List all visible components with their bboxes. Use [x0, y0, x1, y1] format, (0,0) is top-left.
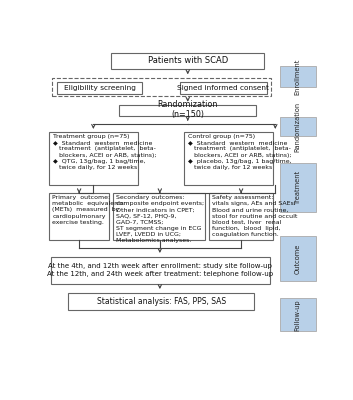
FancyBboxPatch shape — [180, 82, 267, 94]
FancyBboxPatch shape — [49, 132, 138, 185]
Text: Follow-up: Follow-up — [295, 299, 301, 330]
FancyBboxPatch shape — [49, 193, 109, 240]
Text: Randomization: Randomization — [295, 102, 301, 152]
Text: Secondary outcomes:
composite endpoint events;
Other indicators in CPET;
SAQ, SF: Secondary outcomes: composite endpoint e… — [116, 195, 204, 243]
FancyBboxPatch shape — [280, 117, 316, 136]
Text: Safety assessment:
vitals signs, AEs and SAEs.
Blood and urine routine,
stool fo: Safety assessment: vitals signs, AEs and… — [212, 195, 297, 237]
Text: Randomization
(n=150): Randomization (n=150) — [157, 100, 218, 120]
FancyBboxPatch shape — [280, 162, 316, 212]
Text: Patients with SCAD: Patients with SCAD — [148, 56, 228, 66]
FancyBboxPatch shape — [113, 193, 205, 240]
Text: Statistical analysis: FAS, PPS, SAS: Statistical analysis: FAS, PPS, SAS — [97, 297, 226, 306]
Text: Enrollment: Enrollment — [295, 59, 301, 95]
FancyBboxPatch shape — [51, 256, 270, 284]
FancyBboxPatch shape — [119, 105, 256, 116]
FancyBboxPatch shape — [280, 298, 316, 331]
Text: Primary  outcome:
metabolic  equivalents
(METs)  measured  by
cardiopulmonary
ex: Primary outcome: metabolic equivalents (… — [52, 195, 124, 225]
FancyBboxPatch shape — [280, 66, 316, 88]
FancyBboxPatch shape — [68, 292, 254, 310]
FancyBboxPatch shape — [111, 53, 264, 69]
Text: Signed informed consent: Signed informed consent — [177, 85, 269, 91]
Text: Treatment group (n=75)
◆  Standard  western  medicine
   treatment  (antiplatele: Treatment group (n=75) ◆ Standard wester… — [53, 134, 156, 170]
Text: Treatment: Treatment — [295, 170, 301, 204]
Text: Outcome: Outcome — [295, 244, 301, 274]
Text: At the 4th, and 12th week after enrollment: study site follow-up
At the 12th, an: At the 4th, and 12th week after enrollme… — [47, 263, 274, 277]
FancyBboxPatch shape — [57, 82, 142, 94]
FancyBboxPatch shape — [209, 193, 273, 240]
FancyBboxPatch shape — [280, 236, 316, 282]
FancyBboxPatch shape — [184, 132, 273, 185]
FancyBboxPatch shape — [52, 78, 271, 96]
Text: Control group (n=75)
◆  Standard  western  medicine
   treatment  (antiplatelet,: Control group (n=75) ◆ Standard western … — [188, 134, 291, 170]
Text: Eligibility screening: Eligibility screening — [64, 85, 136, 91]
